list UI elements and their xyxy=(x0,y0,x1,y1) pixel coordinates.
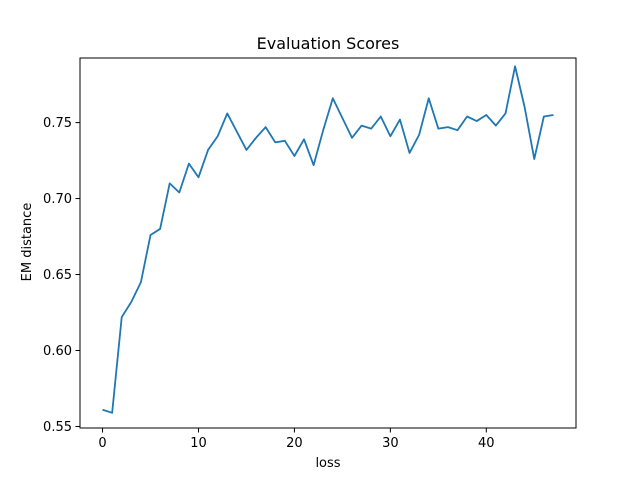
y-tick-label: 0.60 xyxy=(43,344,72,359)
y-tick-label: 0.65 xyxy=(43,268,72,283)
x-axis-ticks: 0 10 20 30 40 xyxy=(98,428,495,451)
x-tick-label: 20 xyxy=(286,436,303,451)
chart-title: Evaluation Scores xyxy=(257,34,400,53)
y-axis-ticks: 0.55 0.60 0.65 0.70 0.75 xyxy=(43,116,80,435)
y-axis-label: EM distance xyxy=(20,203,35,282)
plot-area-frame xyxy=(79,57,577,429)
x-tick-label: 30 xyxy=(382,436,399,451)
y-tick-label: 0.75 xyxy=(43,116,72,131)
x-tick-label: 40 xyxy=(478,436,495,451)
series-layer xyxy=(102,65,554,414)
x-tick-label: 10 xyxy=(190,436,207,451)
y-tick-label: 0.55 xyxy=(43,420,72,435)
x-tick-label: 0 xyxy=(98,436,106,451)
y-tick-label: 0.70 xyxy=(43,192,72,207)
series-line-0 xyxy=(102,65,554,414)
x-axis-label: loss xyxy=(315,456,340,471)
